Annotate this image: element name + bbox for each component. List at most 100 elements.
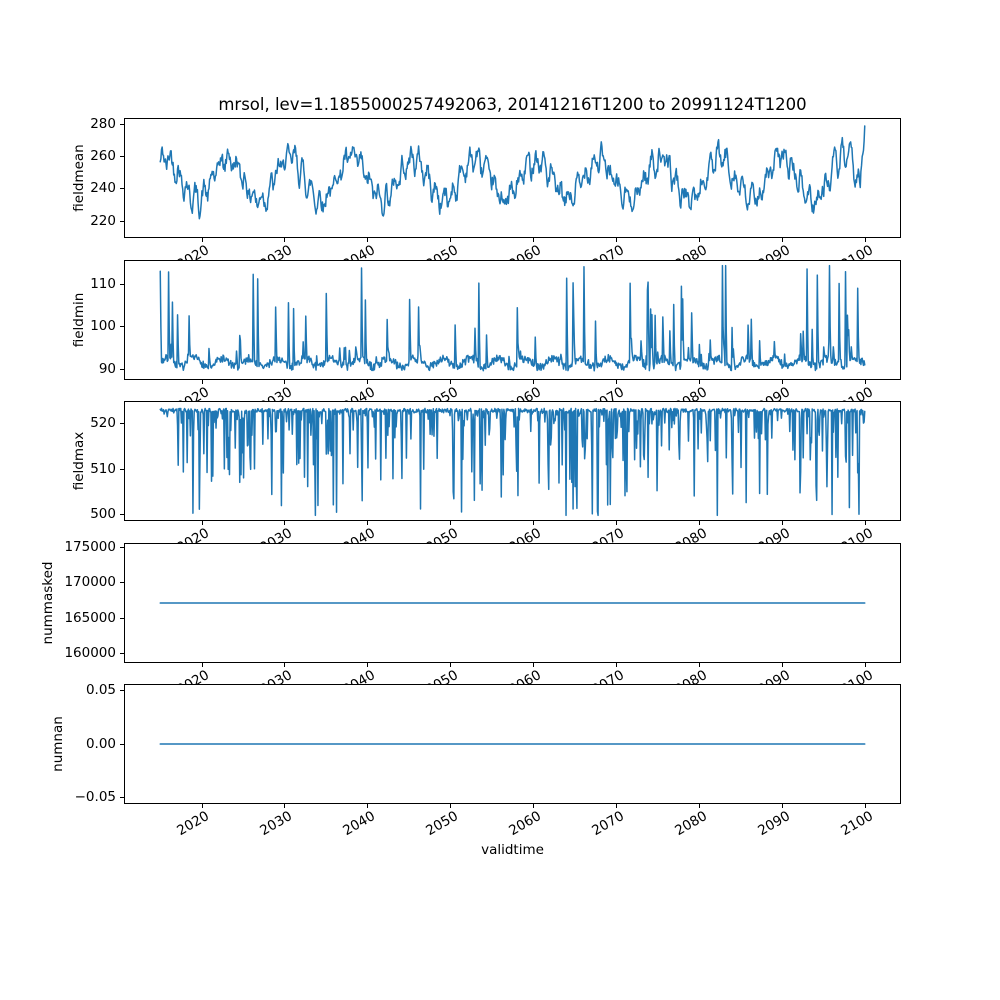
x-tick-mark (284, 803, 286, 808)
x-tick-mark (865, 520, 867, 525)
plot-area-nummasked (159, 602, 866, 604)
series-line-fieldmean (159, 125, 866, 220)
y-tick-label: 0.05 (85, 682, 116, 699)
x-tick-label: 2100 (837, 667, 876, 684)
x-tick-mark (367, 520, 369, 525)
y-tick-mark (120, 653, 124, 655)
x-tick-mark (782, 803, 784, 808)
x-tick-label: 2020 (174, 525, 213, 543)
x-tick-mark (782, 520, 784, 525)
y-tick-mark (120, 468, 124, 470)
x-tick-label: 2050 (423, 667, 461, 684)
x-tick-label: 2070 (588, 242, 627, 260)
x-tick-labels-row: 2020 2030 2040 2050 2060 2070 2080 2090 2100 (0, 663, 1000, 684)
x-tick-label: 2030 (257, 808, 295, 840)
y-tick-mark (120, 796, 124, 798)
y-tick-mark (120, 617, 124, 619)
y-tick-label: −0.05 (74, 788, 116, 805)
y-tick-mark (120, 547, 124, 549)
x-tick-label: 2090 (754, 242, 793, 260)
x-tick-label: 2030 (257, 242, 295, 260)
axes-panel-fieldmean: 220 240 260 280 (90, 116, 901, 242)
x-tick-mark (201, 803, 203, 808)
y-tick-mark (120, 514, 124, 516)
x-tick-label: 2090 (754, 808, 793, 840)
x-tick-mark (616, 662, 618, 667)
y-tick-mark (120, 123, 124, 125)
x-tick-label: 2080 (671, 808, 710, 840)
x-tick-mark (782, 662, 784, 667)
x-tick-mark (616, 237, 618, 242)
x-tick-mark (616, 520, 618, 525)
y-tick-label: 510 (90, 460, 116, 477)
x-tick-label: 2090 (754, 525, 793, 543)
axes-panel-fieldmax: 500 510 520 (90, 401, 901, 525)
x-tick-label: 2100 (837, 808, 876, 840)
x-tick-labels-row: 2020 2030 2040 2050 2060 2070 2080 2090 2100 (0, 804, 1000, 846)
x-tick-mark (201, 379, 203, 384)
plot-area-fieldmax (159, 407, 866, 517)
series-line-fieldmax (159, 407, 866, 517)
y-tick-mark (120, 220, 124, 222)
x-tick-label: 2070 (588, 525, 627, 543)
y-tick-label: 240 (90, 180, 116, 197)
x-tick-mark (367, 662, 369, 667)
x-tick-mark (782, 237, 784, 242)
axes-panel-numnan: −0.05 0.00 0.05 (75, 683, 901, 808)
y-tick-label: 500 (90, 506, 116, 523)
x-tick-label: 2030 (257, 384, 295, 401)
x-tick-label: 2100 (837, 525, 876, 543)
x-tick-mark (367, 803, 369, 808)
x-tick-label: 2050 (423, 242, 461, 260)
x-tick-label: 2020 (174, 808, 213, 840)
chart-title: mrsol, lev=1.1855000257492063, 20141216T… (218, 95, 807, 114)
y-tick-label: 520 (90, 414, 116, 431)
x-tick-labels-row: 2020 2030 2040 2050 2060 2070 2080 2090 2100 (0, 238, 1000, 260)
x-tick-mark (616, 803, 618, 808)
x-tick-mark (201, 520, 203, 525)
x-tick-label: 2020 (174, 242, 213, 260)
axes-panel-fieldmin: 90 100 110 (90, 260, 901, 384)
x-tick-mark (450, 520, 452, 525)
x-tick-label: 2040 (340, 667, 378, 684)
y-axis-label-fieldmin: fieldmin (71, 292, 87, 348)
x-tick-label: 2040 (340, 525, 378, 543)
x-tick-label: 2050 (423, 384, 461, 401)
x-tick-mark (201, 662, 203, 667)
x-tick-label: 2060 (506, 525, 544, 543)
x-tick-label: 2030 (257, 525, 295, 543)
x-tick-label: 2090 (754, 667, 793, 684)
x-tick-label: 2070 (588, 667, 627, 684)
x-tick-mark (284, 379, 286, 384)
axes-panel-nummasked: 160000 165000 170000 175000 (64, 540, 901, 667)
x-tick-label: 2080 (671, 525, 710, 543)
y-tick-label: 170000 (64, 574, 116, 591)
y-tick-mark (120, 368, 124, 370)
y-tick-label: 90 (98, 360, 116, 377)
y-tick-mark (120, 188, 124, 190)
x-tick-mark (699, 803, 701, 808)
x-tick-mark (865, 662, 867, 667)
x-tick-label: 2030 (257, 667, 295, 684)
x-tick-mark (699, 662, 701, 667)
x-tick-mark (616, 379, 618, 384)
y-axis-label-numnan: numnan (50, 716, 66, 772)
x-tick-mark (699, 237, 701, 242)
x-tick-mark (450, 803, 452, 808)
y-tick-label: 0.00 (85, 735, 116, 752)
x-tick-mark (284, 237, 286, 242)
y-axis-label-fieldmax: fieldmax (71, 431, 87, 491)
x-tick-label: 2100 (837, 242, 876, 260)
x-tick-label: 2080 (671, 667, 710, 684)
x-tick-mark (450, 662, 452, 667)
x-tick-mark (533, 803, 535, 808)
y-axis-label-nummasked: nummasked (40, 561, 56, 645)
x-tick-mark (284, 520, 286, 525)
x-tick-label: 2060 (506, 384, 544, 401)
x-tick-label: 2020 (174, 384, 213, 401)
x-tick-mark (533, 662, 535, 667)
y-tick-mark (120, 582, 124, 584)
x-tick-label: 2070 (588, 384, 627, 401)
x-tick-mark (201, 237, 203, 242)
